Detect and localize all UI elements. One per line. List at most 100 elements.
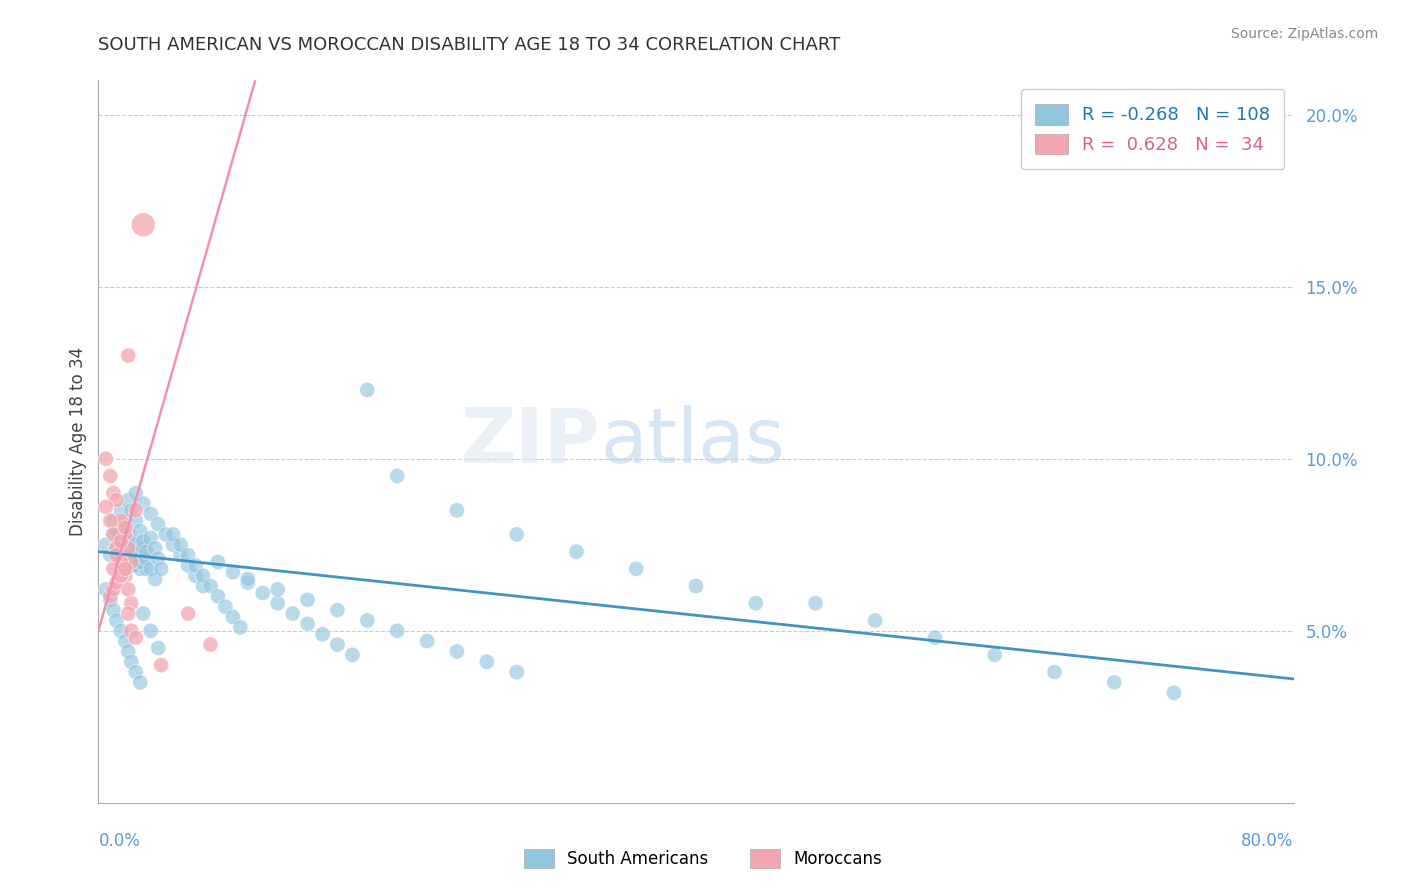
Point: [110, 568, 132, 582]
Point: [132, 218, 155, 232]
Point: [103, 603, 125, 617]
Point: [114, 544, 136, 558]
Point: [475, 655, 498, 669]
Point: [745, 596, 768, 610]
Text: 80.0%: 80.0%: [1241, 831, 1294, 850]
Point: [984, 648, 1007, 662]
Point: [103, 514, 125, 528]
Point: [105, 614, 128, 628]
Point: [120, 558, 142, 573]
Point: [114, 520, 136, 534]
Point: [356, 383, 378, 397]
Point: [120, 534, 142, 549]
Point: [105, 541, 128, 556]
Point: [207, 555, 229, 569]
Point: [326, 603, 349, 617]
Point: [139, 624, 162, 638]
Point: [135, 544, 157, 558]
Point: [446, 503, 468, 517]
Point: [98, 469, 122, 483]
Point: [385, 469, 409, 483]
Point: [120, 544, 142, 558]
Point: [103, 582, 125, 597]
Point: [200, 579, 222, 593]
Point: [125, 558, 148, 573]
Text: SOUTH AMERICAN VS MOROCCAN DISABILITY AGE 18 TO 34 CORRELATION CHART: SOUTH AMERICAN VS MOROCCAN DISABILITY AG…: [98, 36, 841, 54]
Point: [117, 531, 139, 545]
Point: [117, 493, 139, 508]
Point: [103, 562, 125, 576]
Point: [98, 590, 122, 604]
Point: [125, 486, 148, 500]
Point: [297, 616, 319, 631]
Point: [222, 610, 245, 624]
Point: [191, 579, 214, 593]
Point: [120, 655, 142, 669]
Point: [103, 486, 125, 500]
Point: [169, 538, 191, 552]
Point: [114, 527, 136, 541]
Point: [94, 538, 117, 552]
Point: [229, 620, 252, 634]
Point: [132, 548, 155, 562]
Point: [685, 579, 707, 593]
Point: [506, 527, 529, 541]
Text: ZIP: ZIP: [461, 405, 600, 478]
Point: [125, 631, 148, 645]
Point: [117, 582, 139, 597]
Point: [120, 555, 142, 569]
Point: [222, 566, 245, 580]
Point: [177, 607, 200, 621]
Point: [114, 520, 136, 534]
Point: [103, 527, 125, 541]
Point: [135, 562, 157, 576]
Point: [129, 555, 152, 569]
Point: [105, 493, 128, 508]
Point: [105, 541, 128, 556]
Point: [132, 607, 155, 621]
Text: atlas: atlas: [600, 405, 785, 478]
Point: [110, 555, 132, 569]
Point: [117, 541, 139, 556]
Point: [129, 524, 152, 538]
Point: [191, 568, 214, 582]
Point: [342, 648, 364, 662]
Point: [125, 514, 148, 528]
Point: [169, 548, 191, 562]
Point: [132, 541, 155, 556]
Point: [267, 596, 290, 610]
Point: [129, 538, 152, 552]
Legend: R = -0.268   N = 108, R =  0.628   N =  34: R = -0.268 N = 108, R = 0.628 N = 34: [1021, 89, 1285, 169]
Point: [117, 524, 139, 538]
Point: [103, 527, 125, 541]
Point: [117, 607, 139, 621]
Point: [98, 514, 122, 528]
Point: [297, 592, 319, 607]
Text: Source: ZipAtlas.com: Source: ZipAtlas.com: [1230, 27, 1378, 41]
Point: [200, 638, 222, 652]
Point: [626, 562, 648, 576]
Text: 0.0%: 0.0%: [98, 831, 141, 850]
Point: [94, 582, 117, 597]
Point: [139, 531, 162, 545]
Point: [135, 551, 157, 566]
Point: [125, 548, 148, 562]
Point: [148, 517, 170, 532]
Point: [105, 548, 128, 562]
Point: [150, 562, 173, 576]
Point: [129, 562, 152, 576]
Point: [267, 582, 290, 597]
Point: [110, 514, 132, 528]
Point: [143, 541, 166, 556]
Point: [177, 558, 200, 573]
Point: [114, 568, 136, 582]
Point: [110, 534, 132, 549]
Point: [132, 496, 155, 510]
Point: [120, 624, 142, 638]
Point: [214, 599, 236, 614]
Point: [207, 590, 229, 604]
Point: [446, 644, 468, 658]
Y-axis label: Disability Age 18 to 34: Disability Age 18 to 34: [69, 347, 87, 536]
Point: [416, 634, 439, 648]
Point: [155, 527, 177, 541]
